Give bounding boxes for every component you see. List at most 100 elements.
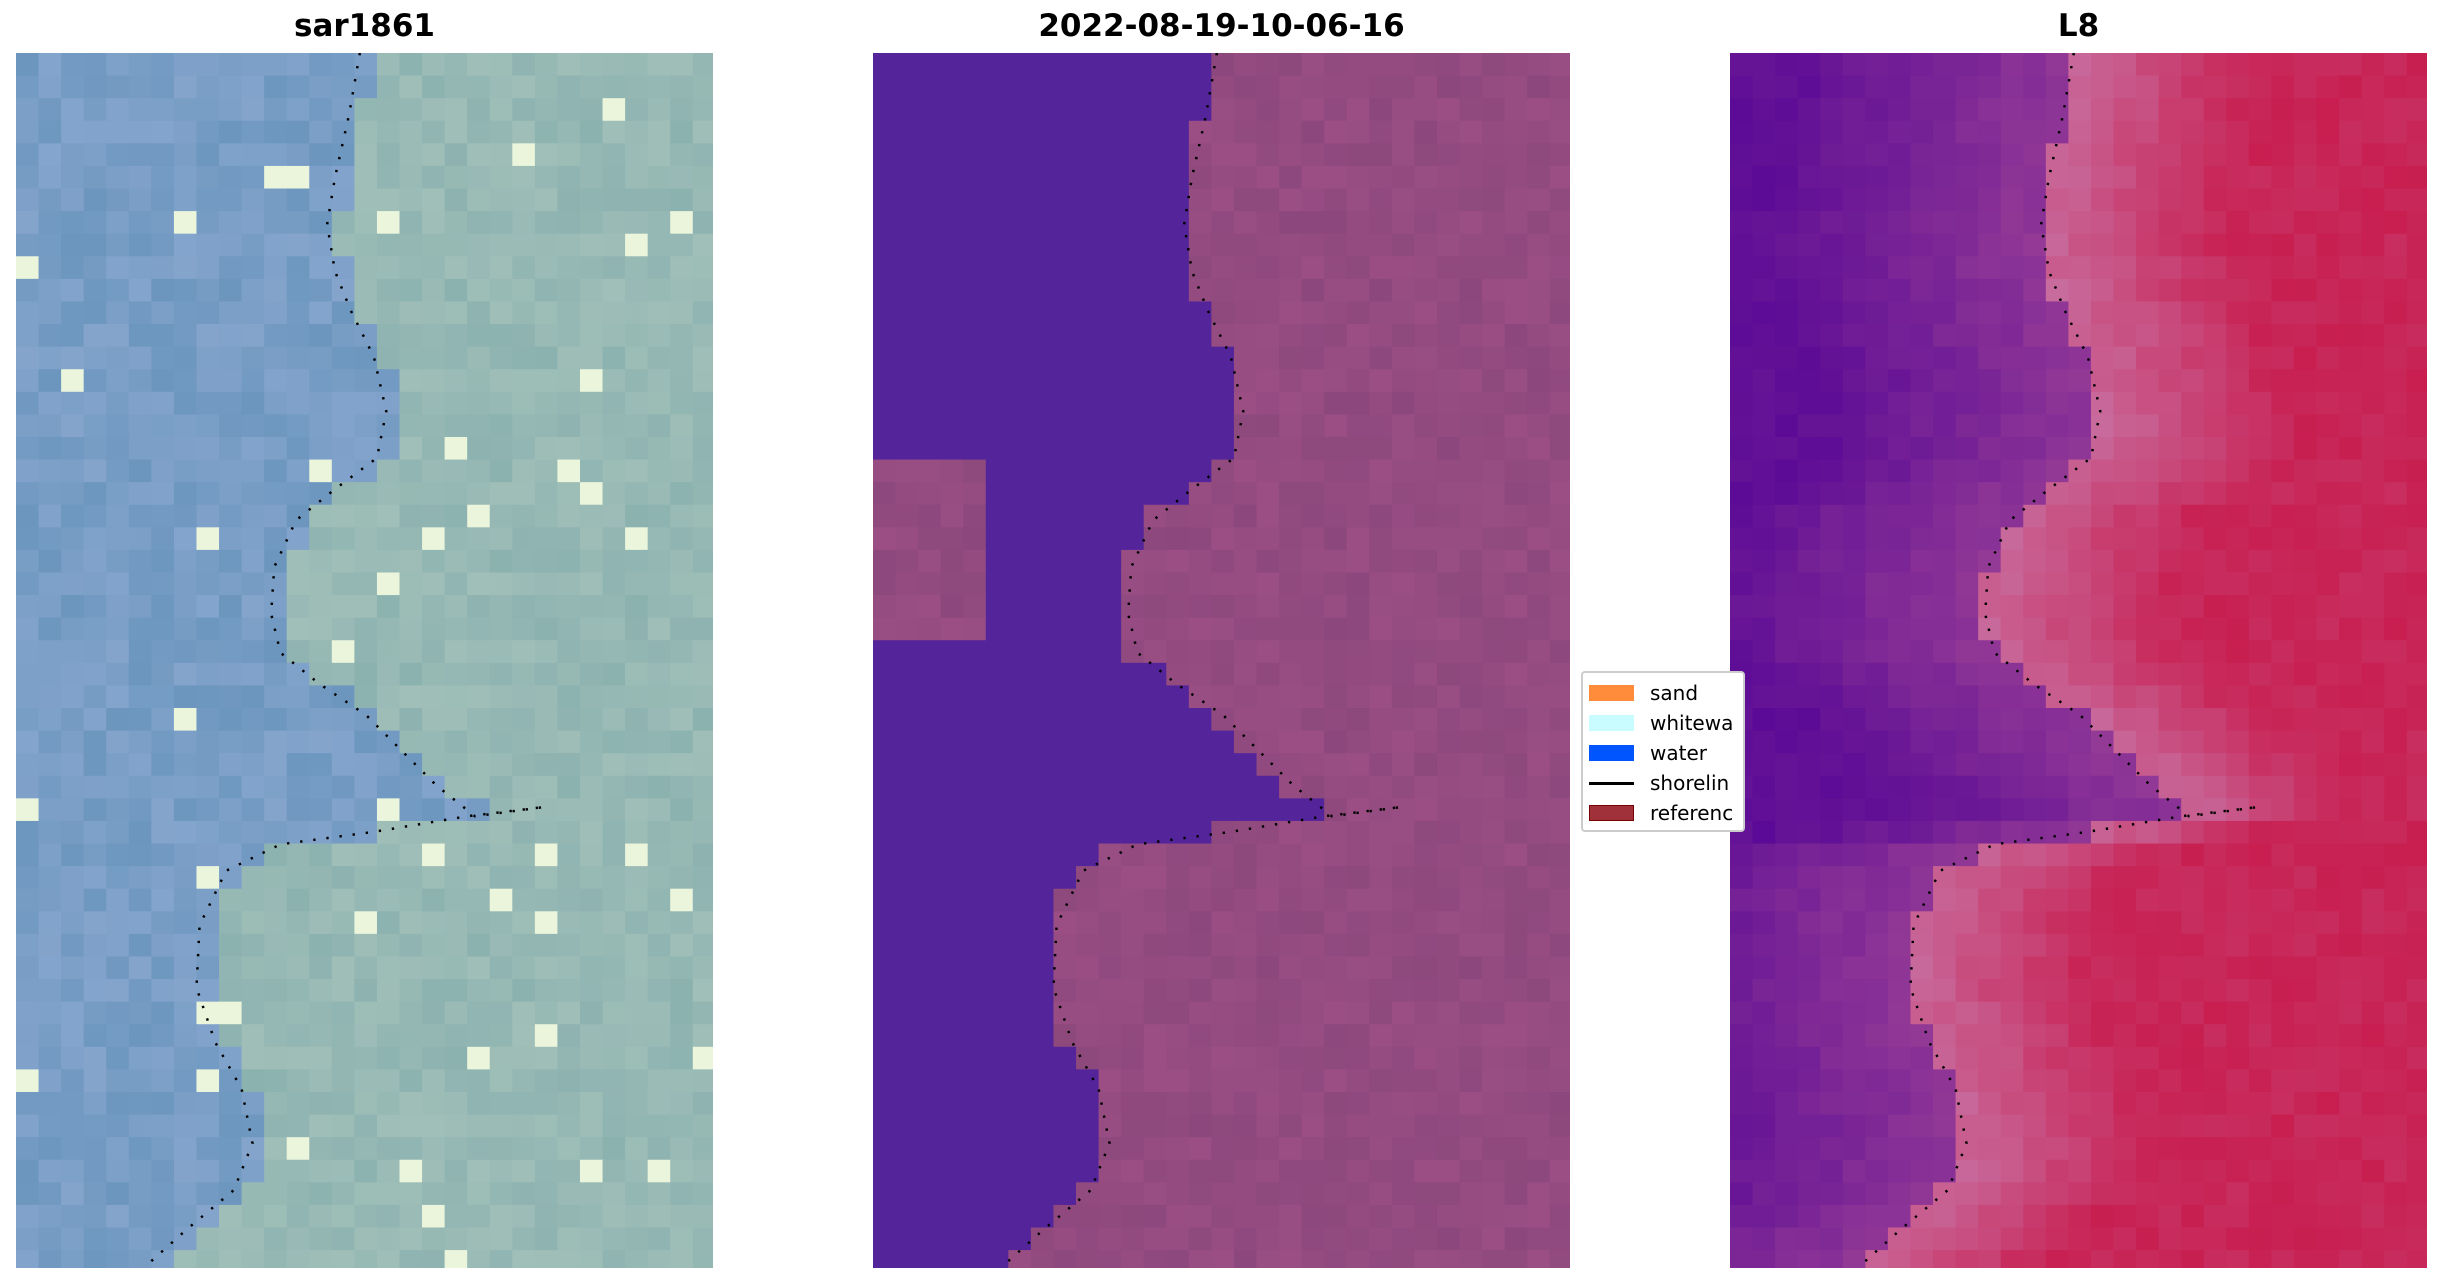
pixel — [2248, 414, 2273, 438]
pixel — [2293, 324, 2318, 348]
pixel — [2000, 346, 2025, 371]
pixel — [1346, 956, 1371, 980]
pixel — [128, 595, 153, 619]
pixel — [2045, 256, 2070, 280]
pixel — [2000, 775, 2025, 800]
pixel — [1369, 753, 1393, 777]
pixel — [1301, 685, 1326, 709]
pixel — [873, 527, 897, 551]
pixel — [1369, 572, 1393, 597]
pixel — [1121, 708, 1145, 732]
pixel — [2023, 911, 2047, 935]
pixel — [1391, 685, 1416, 709]
pixel — [467, 798, 491, 822]
pixel — [422, 956, 446, 980]
pixel — [2293, 617, 2318, 642]
pixel — [2203, 53, 2228, 77]
pixel — [422, 979, 446, 1003]
pixel — [2226, 504, 2250, 529]
pixel — [1166, 188, 1190, 213]
pixel — [106, 256, 130, 280]
pixel — [1233, 278, 1258, 303]
pixel — [128, 979, 153, 1003]
pixel — [1797, 278, 1822, 303]
pixel — [2203, 956, 2228, 980]
pixel — [670, 346, 694, 371]
pixel — [331, 143, 356, 167]
pixel — [1008, 482, 1032, 506]
pixel — [61, 1001, 85, 1026]
pixel — [2045, 143, 2070, 167]
pixel — [963, 888, 987, 913]
pixel — [489, 662, 514, 687]
pixel — [2181, 369, 2205, 393]
pixel — [309, 730, 333, 755]
pixel — [1482, 504, 1506, 529]
pixel — [1324, 933, 1348, 958]
pixel — [1369, 1227, 1393, 1252]
pixel — [1955, 1204, 1980, 1229]
pixel — [16, 708, 40, 732]
pixel — [173, 482, 198, 506]
pixel — [1842, 1001, 1867, 1026]
pixel — [512, 188, 536, 213]
pixel — [286, 1091, 311, 1116]
pixel — [602, 933, 627, 958]
pixel — [1910, 165, 1934, 190]
pixel — [1188, 1091, 1213, 1116]
pixel — [1391, 1001, 1416, 1026]
pixel — [173, 798, 198, 822]
pixel — [1008, 798, 1032, 822]
pixel — [557, 143, 581, 167]
pixel — [1076, 1069, 1100, 1093]
pixel — [625, 278, 649, 303]
pixel — [1121, 527, 1145, 551]
pixel — [579, 98, 604, 122]
pixel — [241, 369, 266, 393]
pixel — [1211, 708, 1235, 732]
pixel — [1030, 956, 1055, 980]
pixel — [1188, 730, 1213, 755]
pixel — [534, 504, 559, 529]
pixel — [2113, 98, 2137, 122]
pixel — [1752, 730, 1777, 755]
pixel — [1978, 98, 2002, 122]
pixel — [467, 956, 491, 980]
pixel — [1775, 143, 1799, 167]
pixel — [2316, 1091, 2341, 1116]
pixel — [895, 1001, 920, 1026]
pixel — [512, 165, 536, 190]
pixel — [534, 301, 559, 325]
pixel — [2293, 75, 2318, 100]
pixel — [670, 662, 694, 687]
pixel — [1121, 730, 1145, 755]
pixel — [873, 75, 897, 100]
pixel — [1504, 324, 1529, 348]
pixel — [1166, 775, 1190, 800]
pixel — [2090, 120, 2115, 145]
pixel — [2226, 369, 2250, 393]
pixel — [1414, 640, 1438, 664]
pixel — [2271, 685, 2295, 709]
pixel — [2045, 369, 2070, 393]
pixel — [1527, 843, 1551, 868]
pixel — [241, 527, 266, 551]
pixel — [61, 143, 85, 167]
pixel — [128, 301, 153, 325]
pixel — [2023, 53, 2047, 77]
pixel — [1436, 640, 1461, 664]
pixel — [1324, 820, 1348, 845]
pixel — [2068, 1159, 2092, 1184]
pixel — [489, 820, 514, 845]
pixel — [1008, 369, 1032, 393]
pixel — [2339, 301, 2363, 325]
pixel — [1459, 301, 1484, 325]
pixel — [1549, 820, 1570, 845]
pixel — [625, 1250, 649, 1268]
pixel — [2136, 1001, 2160, 1026]
pixel — [2203, 979, 2228, 1003]
pixel — [331, 256, 356, 280]
pixel — [647, 53, 672, 77]
pixel — [602, 1046, 627, 1071]
pixel — [1933, 1069, 1957, 1093]
